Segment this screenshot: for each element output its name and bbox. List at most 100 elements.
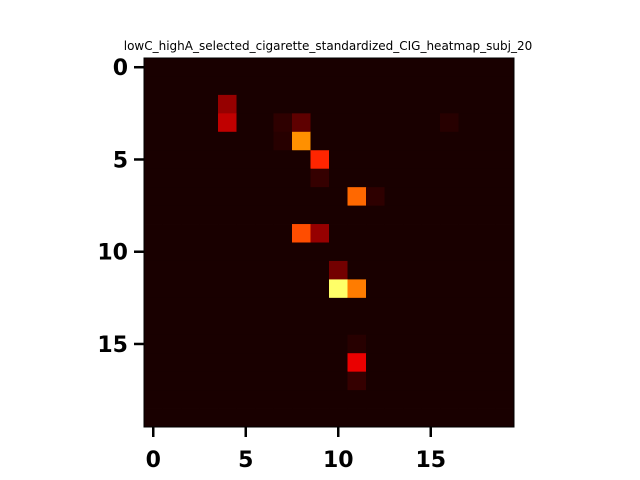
heatmap-cell (347, 76, 367, 96)
heatmap-cell (162, 353, 182, 373)
heatmap-cell (218, 187, 237, 206)
heatmap-cell (384, 224, 404, 243)
heatmap-cell (329, 371, 348, 391)
heatmap-cell (384, 187, 404, 206)
heatmap-cell (329, 76, 348, 96)
heatmap-cell (310, 408, 330, 428)
heatmap-cell (366, 168, 385, 188)
heatmap-cell (384, 205, 404, 225)
heatmap-cell (310, 131, 330, 151)
heatmap-cell (403, 150, 422, 170)
heatmap-cell (218, 297, 237, 317)
heatmap-cell (440, 131, 459, 151)
heatmap-cell (292, 113, 311, 133)
heatmap-cell (181, 131, 200, 151)
heatmap-cell (144, 279, 163, 299)
heatmap-cell (310, 168, 330, 188)
heatmap-cell (347, 131, 367, 151)
heatmap-cell (144, 334, 163, 354)
heatmap-cell (273, 260, 293, 280)
heatmap-cell (384, 113, 404, 133)
heatmap-cell (236, 113, 256, 133)
heatmap-cell (477, 113, 496, 133)
heatmap-cell (273, 187, 293, 206)
heatmap-cell (310, 205, 330, 225)
heatmap-cell (310, 113, 330, 133)
heatmap-cell (273, 76, 293, 96)
heatmap-cell (421, 242, 441, 262)
heatmap-cell (162, 205, 182, 225)
heatmap-cell (403, 371, 422, 391)
heatmap-cell (403, 408, 422, 428)
heatmap-cell (273, 205, 293, 225)
heatmap-cell (384, 94, 404, 114)
heatmap-cell (273, 279, 293, 299)
heatmap-cell (421, 408, 441, 428)
y-tick-label: 0 (113, 56, 128, 81)
heatmap-cell (384, 371, 404, 391)
heatmap-cell (366, 353, 385, 373)
heatmap-cell (495, 371, 515, 391)
heatmap-cell (366, 260, 385, 280)
heatmap-cell (236, 260, 256, 280)
heatmap-cell (329, 205, 348, 225)
heatmap-cell (310, 297, 330, 317)
heatmap-cell (384, 353, 404, 373)
heatmap-cell (384, 334, 404, 354)
heatmap-cell (403, 168, 422, 188)
heatmap-cell (347, 297, 367, 317)
heatmap-cell (144, 371, 163, 391)
heatmap-cell (292, 205, 311, 225)
heatmap-cell (144, 260, 163, 280)
heatmap-cell (199, 371, 219, 391)
heatmap-cell (458, 408, 478, 428)
heatmap-cell (144, 390, 163, 409)
heatmap-cell (477, 94, 496, 114)
heatmap-cell (292, 390, 311, 409)
heatmap-cell (181, 353, 200, 373)
heatmap-cell (255, 279, 274, 299)
heatmap-cell (292, 371, 311, 391)
heatmap-cell (421, 260, 441, 280)
heatmap-cell (273, 408, 293, 428)
heatmap-cell (162, 334, 182, 354)
heatmap-cell (421, 187, 441, 206)
heatmap-cell (495, 94, 515, 114)
heatmap-cell (236, 390, 256, 409)
heatmap-cell (384, 297, 404, 317)
heatmap-cell (384, 260, 404, 280)
heatmap-cell (199, 58, 219, 77)
heatmap-cell (255, 224, 274, 243)
heatmap-cell (144, 58, 163, 77)
x-tick-label: 15 (415, 448, 446, 473)
heatmap-cell (384, 168, 404, 188)
heatmap-cell (181, 187, 200, 206)
heatmap-cell (144, 150, 163, 170)
heatmap-cell (144, 76, 163, 96)
heatmap-cell (347, 353, 367, 373)
heatmap-cell (218, 316, 237, 336)
heatmap-cell (255, 353, 274, 373)
heatmap-cell (144, 187, 163, 206)
heatmap-cell (236, 187, 256, 206)
heatmap-cell (181, 260, 200, 280)
heatmap-cell (199, 150, 219, 170)
heatmap-cell (218, 408, 237, 428)
heatmap-cell (199, 94, 219, 114)
heatmap-cell (347, 242, 367, 262)
heatmap-cell (347, 113, 367, 133)
heatmap-cell (477, 334, 496, 354)
heatmap-cell (329, 390, 348, 409)
heatmap-cell (162, 187, 182, 206)
heatmap-cell (255, 187, 274, 206)
heatmap-cell (384, 279, 404, 299)
heatmap-cell (458, 113, 478, 133)
heatmap-cell (495, 297, 515, 317)
heatmap-cell (477, 316, 496, 336)
heatmap-cell (477, 279, 496, 299)
heatmap-cell (255, 390, 274, 409)
heatmap-cell (181, 279, 200, 299)
heatmap-cell (144, 316, 163, 336)
heatmap-cell (477, 187, 496, 206)
